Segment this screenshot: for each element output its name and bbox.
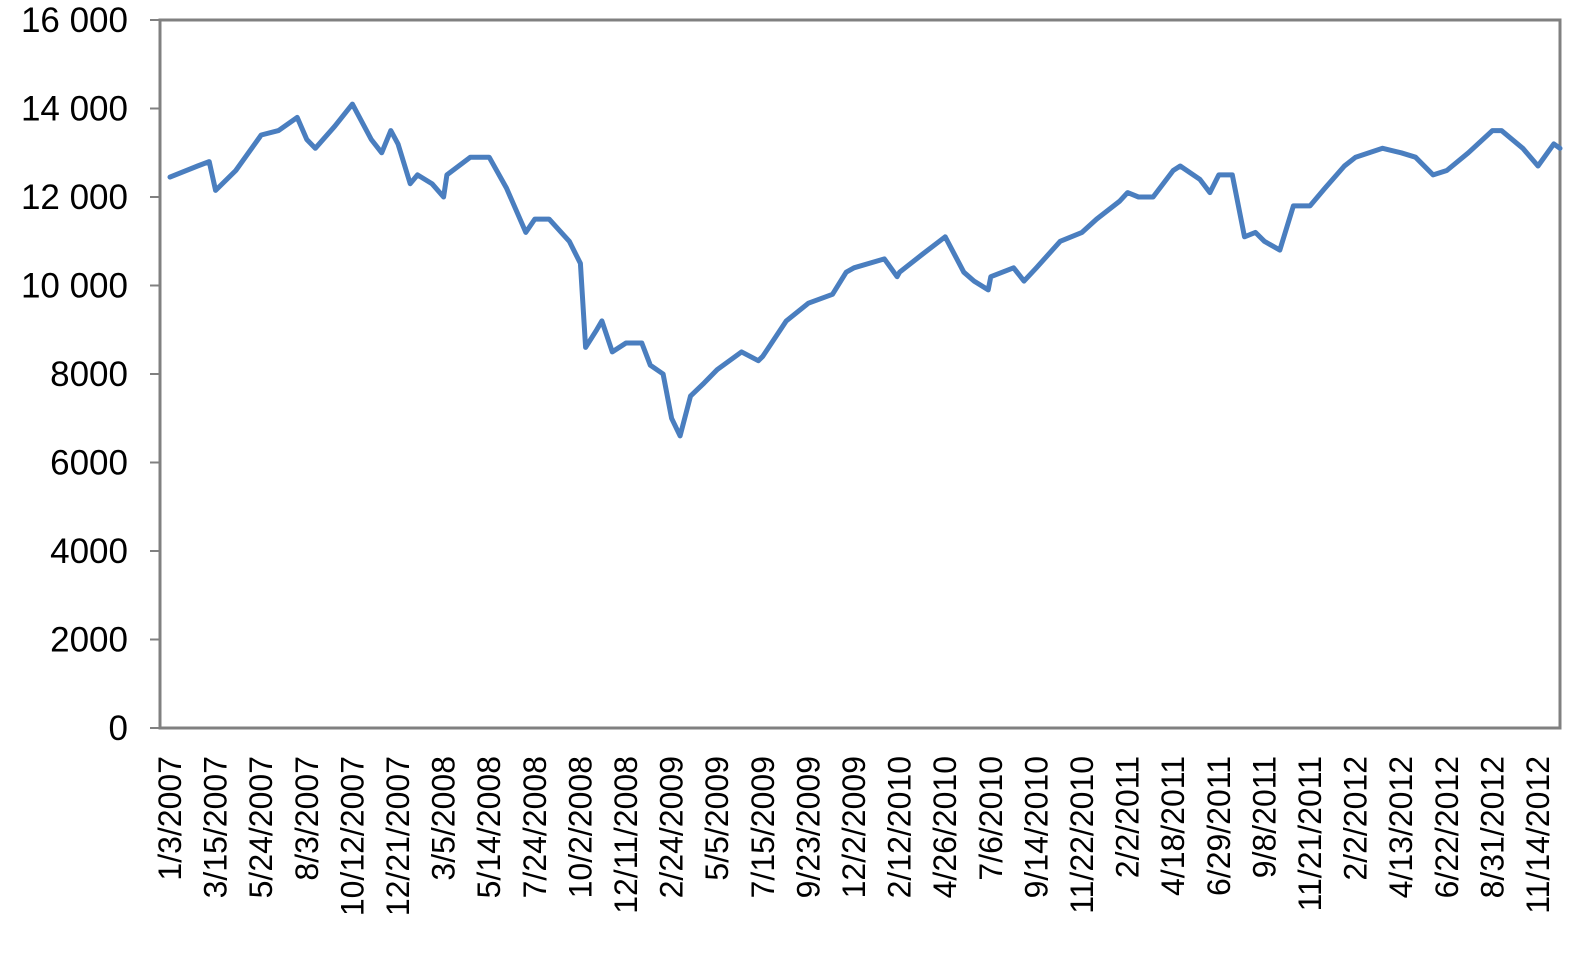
- x-tick-label: 2/24/2009: [654, 756, 690, 898]
- x-axis: 1/3/2007 3/15/2007 5/24/2007 8/3/2007 10/12/…: [152, 756, 1556, 916]
- x-tick-label: 11/22/2010: [1064, 756, 1100, 914]
- y-tick-label: 12 000: [21, 178, 128, 217]
- x-tick-label: 4/18/2011: [1155, 756, 1191, 896]
- x-tick-label: 7/6/2010: [973, 756, 1009, 881]
- series-line: [167, 101, 1563, 439]
- y-tick-label: 8000: [50, 355, 128, 394]
- x-tick-label: 4/13/2012: [1383, 756, 1419, 898]
- x-tick-label: 11/14/2012: [1520, 756, 1556, 914]
- y-tick-label: 0: [109, 709, 128, 748]
- x-tick-label: 11/21/2011: [1292, 756, 1328, 911]
- x-tick-label: 12/21/2007: [380, 756, 416, 916]
- plot-frame: [158, 18, 1562, 730]
- x-tick-label: 8/3/2007: [289, 756, 325, 881]
- x-tick-label: 10/2/2008: [562, 756, 598, 898]
- x-tick-label: 12/11/2008: [608, 756, 644, 914]
- y-tick-label: 16 000: [21, 1, 128, 40]
- x-tick-label: 3/5/2008: [426, 756, 462, 881]
- x-tick-label: 7/15/2009: [745, 756, 781, 898]
- y-axis: 0 2000 4000 6000 8000 10 000 12 000 14 000 16 00…: [21, 1, 160, 748]
- x-tick-label: 2/12/2010: [882, 756, 918, 898]
- x-tick-label: 4/26/2010: [927, 756, 963, 898]
- x-tick-label: 5/5/2009: [699, 756, 735, 881]
- y-tick-label: 4000: [50, 532, 128, 571]
- x-tick-label: 5/24/2007: [243, 756, 279, 898]
- y-tick-label: 2000: [50, 621, 128, 660]
- y-tick-label: 6000: [50, 444, 128, 483]
- y-tick-label: 14 000: [21, 90, 128, 129]
- x-tick-label: 5/14/2008: [471, 756, 507, 898]
- x-tick-label: 7/24/2008: [517, 756, 553, 898]
- x-tick-label: 3/15/2007: [198, 756, 234, 898]
- x-tick-label: 9/23/2009: [790, 756, 826, 898]
- x-tick-label: 10/12/2007: [334, 756, 370, 916]
- x-tick-label: 2/2/2011: [1110, 756, 1146, 878]
- x-tick-label: 1/3/2007: [152, 756, 188, 881]
- x-tick-label: 9/8/2011: [1246, 756, 1282, 878]
- x-tick-label: 6/22/2012: [1429, 756, 1465, 898]
- x-tick-label: 9/14/2010: [1018, 756, 1054, 898]
- x-tick-label: 2/2/2012: [1338, 756, 1374, 881]
- x-tick-label: 6/29/2011: [1201, 756, 1237, 896]
- x-tick-label: 12/2/2009: [836, 756, 872, 898]
- y-tick-label: 10 000: [21, 267, 128, 306]
- x-tick-label: 8/31/2012: [1474, 756, 1510, 898]
